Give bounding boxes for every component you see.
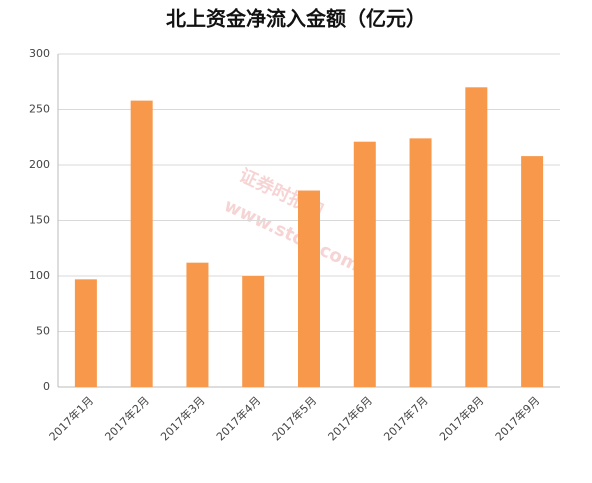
bar bbox=[465, 87, 488, 388]
bar bbox=[74, 279, 97, 387]
y-tick-label: 300 bbox=[29, 47, 50, 60]
y-tick-label: 150 bbox=[29, 214, 50, 227]
chart-title: 北上资金净流入金额（亿元） bbox=[166, 7, 426, 31]
x-tick-label: 2017年9月 bbox=[492, 393, 542, 443]
y-tick-label: 250 bbox=[29, 103, 50, 116]
bar bbox=[242, 276, 265, 387]
y-tick-label: 0 bbox=[43, 380, 50, 393]
bar bbox=[353, 141, 376, 387]
bar bbox=[298, 190, 320, 387]
x-tick-label: 2017年8月 bbox=[436, 393, 486, 443]
x-tick-label: 2017年7月 bbox=[381, 393, 431, 443]
x-tick-label: 2017年5月 bbox=[269, 393, 319, 443]
x-tick-label: 2017年1月 bbox=[46, 393, 96, 443]
x-tick-label: 2017年6月 bbox=[325, 393, 375, 443]
bar bbox=[409, 138, 432, 387]
y-tick-label: 100 bbox=[29, 269, 50, 282]
bar bbox=[130, 100, 153, 388]
x-tick-label: 2017年3月 bbox=[157, 393, 207, 443]
y-tick-label: 200 bbox=[29, 158, 50, 171]
bar bbox=[186, 262, 209, 387]
y-tick-label: 50 bbox=[36, 325, 50, 338]
x-tick-label: 2017年2月 bbox=[102, 393, 152, 443]
x-tick-label: 2017年4月 bbox=[213, 393, 263, 443]
bar bbox=[521, 156, 544, 387]
